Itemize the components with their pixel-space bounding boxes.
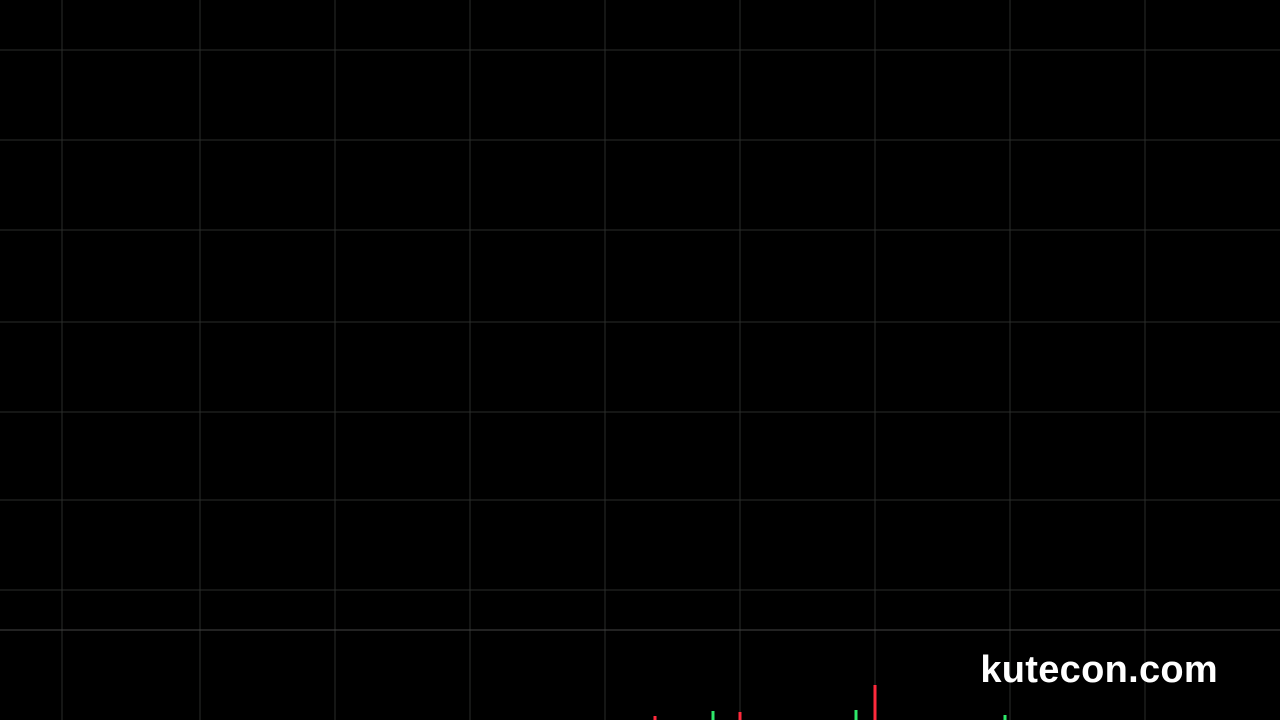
indicator-bar bbox=[854, 710, 858, 720]
indicator-bar bbox=[711, 711, 715, 720]
indicator-bar bbox=[1003, 715, 1007, 720]
indicator-bar bbox=[653, 716, 657, 720]
indicator-bar bbox=[873, 685, 877, 720]
watermark: kutecon.com bbox=[980, 649, 1218, 691]
indicator-bar bbox=[738, 712, 742, 720]
